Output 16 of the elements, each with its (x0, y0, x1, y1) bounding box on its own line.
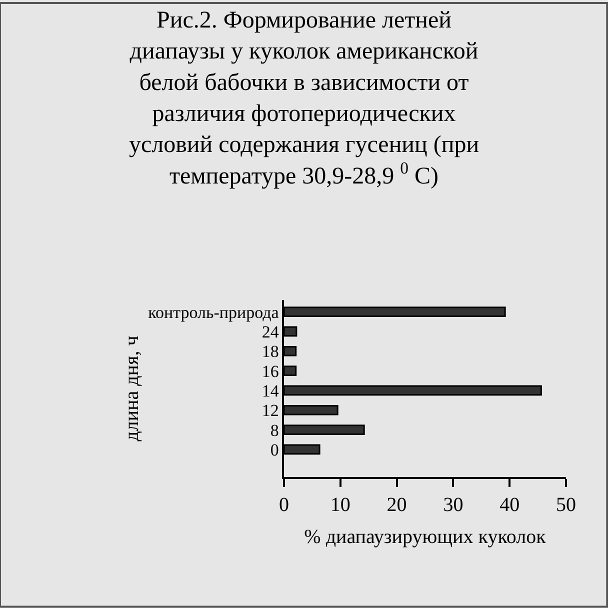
x-axis-title: % диапаузирующих куколок (304, 526, 546, 548)
y-tick-label: 14 (262, 381, 280, 400)
y-tick-label: контроль-природа (148, 302, 280, 322)
y-tick-label: 0 (270, 440, 279, 460)
x-tick-label: 20 (386, 494, 407, 516)
x-tick-label: 50 (556, 494, 576, 516)
y-tick-label: 24 (262, 322, 280, 342)
y-tick-label: 8 (270, 420, 279, 440)
x-tick-label: 30 (443, 494, 464, 516)
y-tick-label: 12 (262, 401, 279, 420)
x-tick-label: 10 (330, 494, 350, 516)
y-tick-label: 18 (262, 342, 279, 362)
y-tick-label: 16 (262, 362, 279, 381)
y-axis-title: длина дня, ч (121, 336, 144, 442)
x-tick-label: 40 (500, 494, 520, 516)
chart-title: Рис.2. Формирование летней диапаузы у куколок американской белой бабочки в зависимости от различия фотопериодических условий содержания гусениц (при температуре 30,9-28,9 $^{0}$ С) (128, 7, 480, 190)
